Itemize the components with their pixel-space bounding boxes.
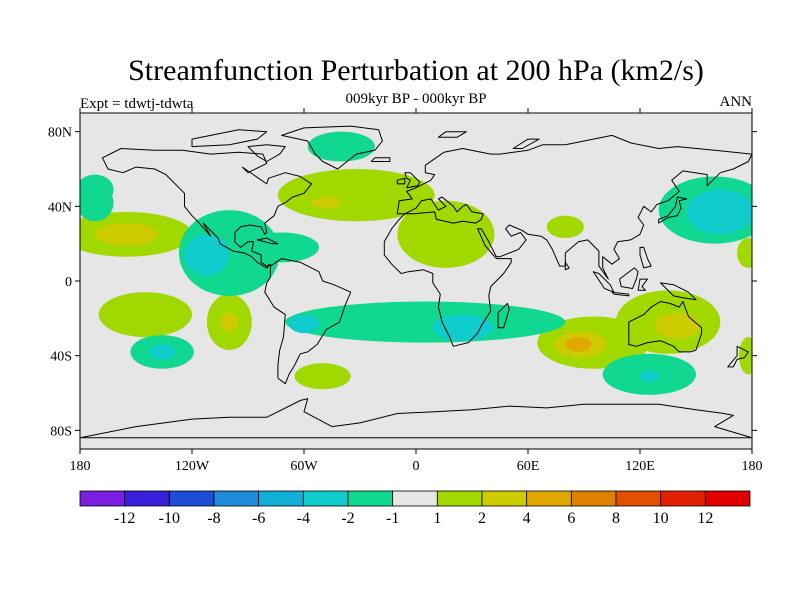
y-axis: 80N 40N 0 40S 80S — [48, 126, 757, 439]
colorbar-swatch — [213, 490, 260, 507]
coastline-japan — [658, 196, 688, 224]
y-tick-label: 80S — [50, 424, 72, 439]
anomaly-south-indian-positive-inner — [565, 337, 592, 352]
colorbar-label: 8 — [612, 510, 620, 527]
chart-subtitle: 009kyr BP - 000kyr BP — [345, 91, 486, 107]
coastline-sulawesi — [637, 278, 648, 291]
coastline-layer — [80, 125, 752, 439]
x-tick-label: 60W — [290, 459, 318, 474]
anomaly-southern-trop-negative-core — [432, 314, 493, 341]
colorbar-swatch — [570, 490, 617, 507]
experiment-label: Expt = tdwtj-tdwta — [80, 96, 194, 112]
coastline-sri-lanka — [564, 261, 570, 271]
colorbar-swatch — [124, 490, 170, 507]
coastline-iceland — [370, 157, 391, 162]
coastline-madagascar — [497, 302, 510, 329]
colorbar-label: 2 — [478, 510, 486, 527]
season-label: ANN — [720, 94, 753, 110]
anomaly-southern-ocean-negative-core — [640, 370, 659, 382]
anomaly-south-pacific-positive — [98, 292, 192, 337]
colorbar-swatch — [615, 490, 662, 507]
colorbar-label: -10 — [159, 510, 180, 527]
map-plot-area — [80, 113, 752, 449]
coastline-new-guinea — [660, 282, 697, 301]
colorbar-swatch — [347, 490, 394, 507]
anomaly-north-pacific-west-positive-core — [94, 223, 159, 246]
anomaly-southern-trop-negative — [285, 301, 566, 343]
anomaly-south-america-negative-core — [289, 314, 319, 334]
coastline-north-america — [101, 148, 312, 269]
colorbar-swatch — [302, 490, 349, 507]
colorbar-swatch — [168, 490, 215, 507]
anomaly-north-atlantic-positive-core — [311, 197, 342, 209]
anomaly-caribbean-negative — [244, 232, 319, 263]
colorbar-swatch — [79, 490, 126, 507]
x-tick-label: 60E — [517, 459, 540, 474]
colorbar-swatch — [392, 490, 438, 507]
anomaly-north-pacific-west-edge-negative — [80, 183, 114, 222]
colorbar-label: 6 — [567, 510, 575, 527]
colorbar-label: 12 — [697, 510, 713, 527]
coastline-ireland — [396, 177, 406, 185]
anomaly-arabian-sea-positive — [546, 215, 584, 239]
x-tick-label: 120W — [175, 459, 210, 474]
colorbar-swatch — [436, 490, 483, 507]
x-tick-label: 0 — [413, 459, 420, 474]
coastline-java — [611, 291, 630, 297]
colorbar-label: -8 — [207, 510, 220, 527]
colorbar-label: -4 — [297, 510, 310, 527]
colorbar-swatch — [526, 490, 572, 507]
coastline-borneo — [619, 267, 639, 289]
coastline-eurasia-africa — [383, 134, 752, 347]
colorbar-label: 4 — [523, 510, 531, 527]
anomaly-dateline-east-positive — [737, 238, 752, 268]
coastline-novaya-zemlya — [512, 138, 540, 149]
anomaly-east-pacific-negative-core — [184, 234, 230, 276]
anomaly-southeast-pacific-negative-core — [149, 344, 176, 360]
coastline-antarctica — [80, 398, 752, 439]
chart-title: Streamfunction Perturbation at 200 hPa (… — [128, 54, 704, 87]
x-axis: 180 120W 60W 0 60E 120E 180 — [70, 108, 763, 474]
x-tick-label: 180 — [742, 459, 763, 474]
colorbar-label: -1 — [386, 510, 399, 527]
y-tick-label: 40N — [48, 200, 72, 215]
coastline-svalbard — [437, 131, 467, 138]
anomaly-northwest-pacific-negative-core — [686, 189, 752, 235]
coastline-baffin-island — [247, 144, 286, 162]
colorbar-swatch — [660, 490, 706, 507]
coastline-greenland — [281, 125, 383, 170]
colorbar-swatch — [481, 490, 528, 507]
colorbar-swatch — [704, 490, 751, 507]
colorbar-label: -6 — [252, 510, 265, 527]
coastline-south-america — [264, 258, 352, 385]
colorbar-label: 10 — [653, 510, 669, 527]
map-background — [80, 113, 752, 449]
y-tick-label: 80N — [48, 126, 72, 141]
coastline-sumatra — [592, 271, 615, 293]
x-tick-label: 120E — [625, 459, 655, 474]
anomaly-south-atlantic-positive — [294, 363, 351, 390]
colorbar-label: 1 — [433, 510, 441, 527]
coastline-uk — [404, 172, 421, 189]
anomaly-australia-positive-core — [654, 312, 700, 339]
colorbar-swatch — [258, 490, 304, 507]
x-tick-label: 180 — [70, 459, 91, 474]
anomaly-layer — [80, 131, 752, 395]
coastline-arctic-islands — [191, 129, 268, 148]
anomaly-south-pacific-east-positive-core — [220, 312, 239, 332]
y-tick-label: 40S — [50, 350, 72, 365]
coastline-philippines — [639, 246, 652, 269]
anomaly-north-africa-positive — [397, 200, 495, 268]
colorbar: -12 -10 -8 -6 -4 -2 -1 1 2 4 6 8 10 12 — [79, 490, 751, 527]
coastline-new-zealand — [727, 345, 749, 368]
y-tick-label: 0 — [65, 275, 72, 290]
colorbar-label: -12 — [114, 510, 135, 527]
anomaly-north-atlantic-positive — [277, 169, 435, 222]
coastline-cuba — [256, 237, 279, 245]
colorbar-label: -2 — [341, 510, 354, 527]
coastline-australia — [628, 301, 703, 353]
